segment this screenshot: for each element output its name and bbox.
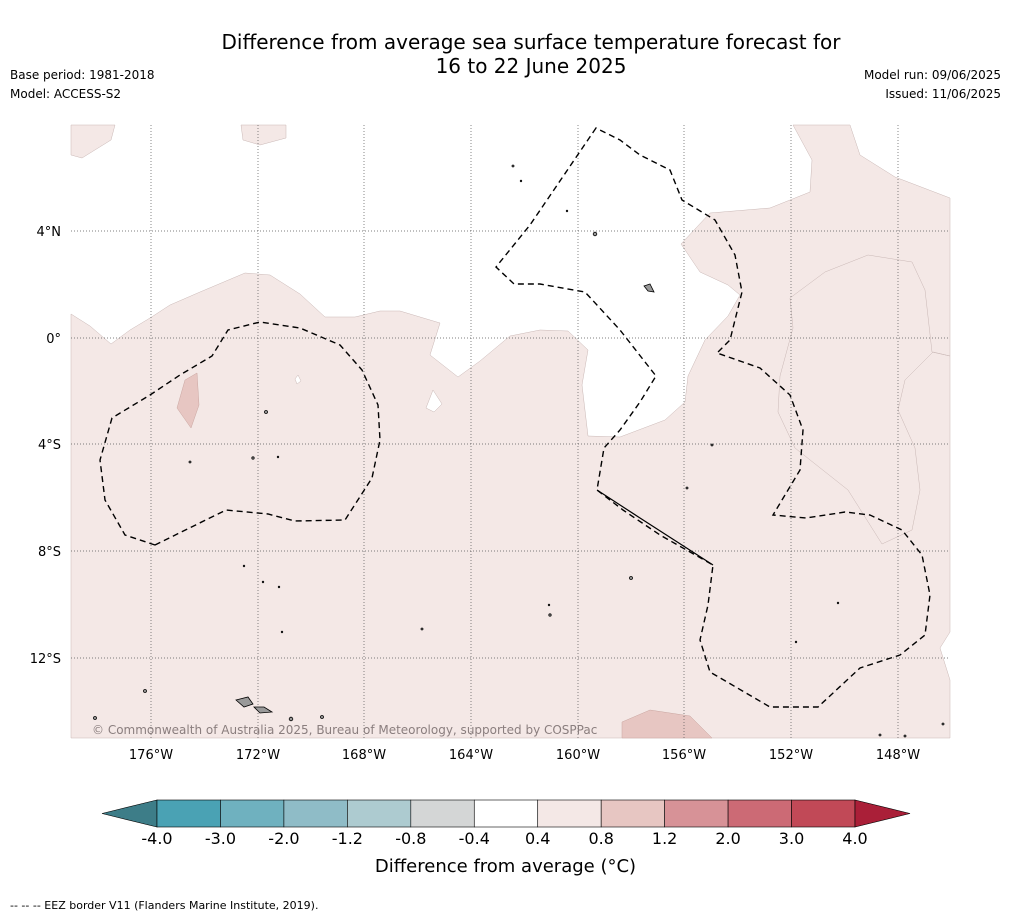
lat-label: 4°N [37, 225, 62, 240]
colorbar-tick-label: 0.8 [588, 829, 614, 848]
base-period: Base period: 1981-2018 [10, 68, 155, 82]
eez-boundary-solid [596, 489, 714, 566]
lat-label: 4°S [38, 438, 61, 453]
colorbar-tick-label: 3.0 [778, 829, 805, 848]
lon-label: 176°W [129, 748, 173, 763]
colorbar-bin [283, 799, 348, 828]
colorbar-tick-label: -2.0 [268, 829, 300, 848]
issued-date: Issued: 11/06/2025 [885, 87, 1001, 101]
model-name: Model: ACCESS-S2 [10, 87, 122, 101]
colorbar-tick-label: -4.0 [141, 829, 173, 848]
colorbar-tick-label: -1.2 [331, 829, 363, 848]
colorbar-tick-label: 1.2 [651, 829, 678, 848]
lat-label: 12°S [30, 652, 61, 667]
lon-label: 164°W [449, 748, 493, 763]
meta-left: Base period: 1981-2018 Model: ACCESS-S2 [10, 66, 155, 104]
colorbar-bin [537, 799, 602, 828]
colorbar-bin [664, 799, 729, 828]
colorbar-bin [220, 799, 285, 828]
colorbar-tick-label: -0.8 [395, 829, 427, 848]
lon-label: 160°W [556, 748, 600, 763]
latitude-labels: 4°N 0° 4°S 8°S 12°S [30, 225, 61, 667]
colorbar-bin [473, 799, 539, 828]
colorbar-bin [156, 799, 221, 828]
lat-label: 0° [46, 332, 61, 347]
colorbar-bin [791, 799, 856, 828]
title-line-2: 16 to 22 June 2025 [435, 54, 627, 78]
graticule [71, 125, 950, 738]
colorbar-tick-label: -3.0 [204, 829, 237, 848]
colorbar-tick-label: 2.0 [715, 829, 741, 848]
colorbar-tick-label: 0.4 [524, 829, 551, 848]
lon-label: 172°W [236, 748, 280, 763]
longitude-labels: 176°W 172°W 168°W 164°W 160°W 156°W 152°… [129, 748, 920, 763]
title-line-1: Difference from average sea surface temp… [221, 30, 841, 54]
eez-footnote: -- -- -- EEZ border V11 (Flanders Marine… [10, 899, 319, 912]
map-title: Difference from average sea surface temp… [0, 30, 1011, 78]
lon-label: 168°W [342, 748, 386, 763]
model-run: Model run: 09/06/2025 [863, 68, 1001, 82]
colorbar-bin [727, 799, 792, 828]
colorbar-bin [410, 799, 475, 828]
lon-label: 156°W [662, 748, 706, 763]
meta-right: Model run: 09/06/2025 Issued: 11/06/2025 [864, 66, 1001, 104]
colorbar-under-arrow [101, 799, 158, 828]
lon-label: 148°W [876, 748, 920, 763]
islands [93, 164, 945, 738]
colorbar [101, 799, 911, 828]
colorbar-tick-label: -0.4 [458, 829, 490, 848]
lat-label: 8°S [38, 545, 61, 560]
copyright-notice: © Commonwealth of Australia 2025, Bureau… [92, 723, 598, 737]
colorbar-tick-label: 4.0 [842, 829, 868, 848]
lon-label: 152°W [769, 748, 813, 763]
colorbar-bin [347, 799, 412, 828]
colorbar-title: Difference from average (°C) [374, 856, 637, 877]
colorbar-over-arrow [854, 799, 911, 828]
colorbar-bin [600, 799, 665, 828]
warm-anomaly-area [70, 124, 951, 739]
